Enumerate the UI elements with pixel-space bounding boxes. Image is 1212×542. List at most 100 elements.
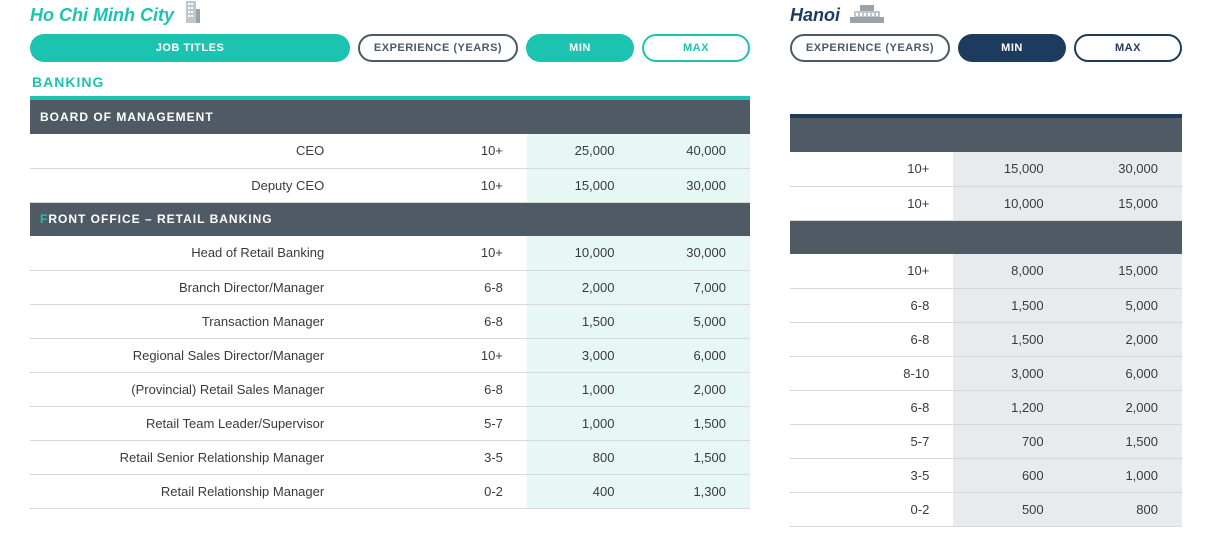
salary-min: 800	[527, 440, 639, 474]
salary-min: 15,000	[953, 152, 1067, 186]
salary-min: 700	[953, 424, 1067, 458]
salary-min: 8,000	[953, 254, 1067, 288]
pill-experience: EXPERIENCE (YEARS)	[790, 34, 950, 62]
experience-years: 10+	[348, 338, 527, 372]
monument-icon	[850, 3, 884, 26]
table-row: 10+10,00015,000	[790, 186, 1182, 220]
experience-years: 3-5	[348, 440, 527, 474]
experience-years: 10+	[790, 186, 953, 220]
salary-max: 5,000	[638, 304, 750, 338]
salary-max: 1,500	[1068, 424, 1182, 458]
salary-max: 800	[1068, 492, 1182, 526]
city-title-hcmc: Ho Chi Minh City	[30, 5, 174, 26]
table-row: (Provincial) Retail Sales Manager6-81,00…	[30, 372, 750, 406]
experience-years: 6-8	[348, 372, 527, 406]
experience-years: 10+	[790, 152, 953, 186]
salary-min: 1,500	[953, 288, 1067, 322]
pill-min: MIN	[958, 34, 1066, 62]
experience-years: 10+	[790, 254, 953, 288]
table-row: 6-81,5002,000	[790, 322, 1182, 356]
salary-max: 40,000	[638, 134, 750, 168]
job-title: Retail Team Leader/Supervisor	[30, 406, 348, 440]
job-title: Retail Senior Relationship Manager	[30, 440, 348, 474]
experience-years: 6-8	[790, 322, 953, 356]
experience-years: 10+	[348, 134, 527, 168]
experience-years: 6-8	[348, 270, 527, 304]
experience-years: 10+	[348, 168, 527, 202]
salary-max: 1,500	[638, 440, 750, 474]
pill-min: MIN	[526, 34, 634, 62]
table-row: Retail Relationship Manager0-24001,300	[30, 474, 750, 508]
salary-max: 30,000	[1068, 152, 1182, 186]
experience-years: 3-5	[790, 458, 953, 492]
salary-max: 1,000	[1068, 458, 1182, 492]
experience-years: 5-7	[790, 424, 953, 458]
salary-max: 6,000	[638, 338, 750, 372]
table-row: Retail Senior Relationship Manager3-5800…	[30, 440, 750, 474]
hanoi-panel: Hanoi EXPERIENCE (YEARS) MIN MAX 10+15,0…	[790, 0, 1182, 527]
pill-max: MAX	[1074, 34, 1182, 62]
table-row: Branch Director/Manager6-82,0007,000	[30, 270, 750, 304]
salary-min: 1,500	[527, 304, 639, 338]
salary-min: 500	[953, 492, 1067, 526]
table-row: 3-56001,000	[790, 458, 1182, 492]
salary-max: 5,000	[1068, 288, 1182, 322]
table-row: CEO10+25,00040,000	[30, 134, 750, 168]
salary-max: 2,000	[1068, 322, 1182, 356]
section-header	[790, 118, 1182, 152]
job-title: Head of Retail Banking	[30, 236, 348, 270]
table-row: 0-2500800	[790, 492, 1182, 526]
table-row: Deputy CEO10+15,00030,000	[30, 168, 750, 202]
salary-max: 7,000	[638, 270, 750, 304]
salary-min: 1,000	[527, 406, 639, 440]
section-header: BOARD OF MANAGEMENT	[30, 100, 750, 134]
experience-years: 6-8	[790, 288, 953, 322]
section-header: FRONT OFFICE – RETAIL BANKING	[30, 202, 750, 236]
salary-min: 3,000	[953, 356, 1067, 390]
experience-years: 10+	[348, 236, 527, 270]
experience-years: 0-2	[790, 492, 953, 526]
salary-min: 1,500	[953, 322, 1067, 356]
job-title: CEO	[30, 134, 348, 168]
hcmc-table: BOARD OF MANAGEMENTCEO10+25,00040,000Dep…	[30, 100, 750, 509]
table-row: 10+15,00030,000	[790, 152, 1182, 186]
job-title: Branch Director/Manager	[30, 270, 348, 304]
job-title: (Provincial) Retail Sales Manager	[30, 372, 348, 406]
salary-min: 600	[953, 458, 1067, 492]
hanoi-header-pills: EXPERIENCE (YEARS) MIN MAX	[790, 34, 1182, 62]
job-title: Retail Relationship Manager	[30, 474, 348, 508]
salary-min: 1,000	[527, 372, 639, 406]
hanoi-table: 10+15,00030,00010+10,00015,00010+8,00015…	[790, 118, 1182, 527]
salary-max: 15,000	[1068, 186, 1182, 220]
salary-min: 1,200	[953, 390, 1067, 424]
pill-job-titles: JOB TITLES	[30, 34, 350, 62]
salary-min: 10,000	[527, 236, 639, 270]
salary-max: 2,000	[638, 372, 750, 406]
table-row: Head of Retail Banking10+10,00030,000	[30, 236, 750, 270]
hcmc-header-pills: JOB TITLES EXPERIENCE (YEARS) MIN MAX	[30, 34, 750, 62]
pill-max: MAX	[642, 34, 750, 62]
salary-min: 25,000	[527, 134, 639, 168]
salary-min: 2,000	[527, 270, 639, 304]
experience-years: 0-2	[348, 474, 527, 508]
experience-years: 6-8	[790, 390, 953, 424]
table-row: 6-81,2002,000	[790, 390, 1182, 424]
job-title: Regional Sales Director/Manager	[30, 338, 348, 372]
section-header	[790, 220, 1182, 254]
table-row: 6-81,5005,000	[790, 288, 1182, 322]
building-icon	[184, 1, 202, 26]
salary-max: 1,300	[638, 474, 750, 508]
salary-max: 30,000	[638, 168, 750, 202]
table-row: Retail Team Leader/Supervisor5-71,0001,5…	[30, 406, 750, 440]
table-row: 5-77001,500	[790, 424, 1182, 458]
hcmc-panel: Ho Chi Minh City JOB TITLES EXPERIENCE (…	[30, 0, 750, 527]
table-row: Regional Sales Director/Manager10+3,0006…	[30, 338, 750, 372]
salary-min: 400	[527, 474, 639, 508]
salary-min: 10,000	[953, 186, 1067, 220]
table-row: 8-103,0006,000	[790, 356, 1182, 390]
job-title: Deputy CEO	[30, 168, 348, 202]
experience-years: 8-10	[790, 356, 953, 390]
salary-max: 6,000	[1068, 356, 1182, 390]
sector-label: BANKING	[32, 74, 750, 90]
salary-max: 1,500	[638, 406, 750, 440]
